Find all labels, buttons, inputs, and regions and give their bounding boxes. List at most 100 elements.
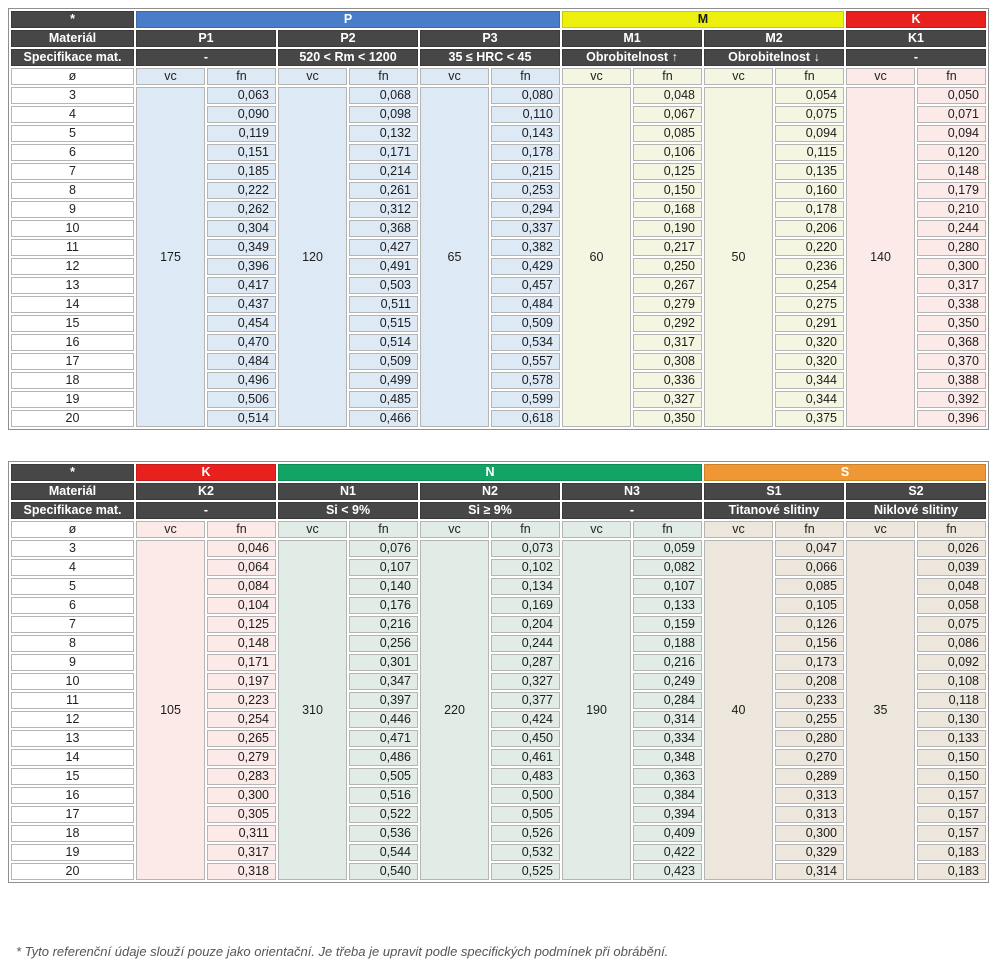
fn-value-cell: 0,265 (207, 730, 276, 747)
fn-value-cell: 0,496 (207, 372, 276, 389)
fn-value-cell: 0,314 (775, 863, 844, 880)
fn-value-cell: 0,446 (349, 711, 418, 728)
fn-value-cell: 0,349 (207, 239, 276, 256)
fn-value-cell: 0,318 (207, 863, 276, 880)
vcfn-header-row: ø vc fn vc fn vc fn vc fn vc fn vc fn (11, 68, 986, 85)
data-row: 20 0,318 0,540 0,525 0,423 0,314 0,183 (11, 863, 986, 880)
data-row: 5 0,084 0,140 0,134 0,107 0,085 0,048 (11, 578, 986, 595)
fn-header-cell: fn (491, 68, 560, 85)
fn-value-cell: 0,039 (917, 559, 986, 576)
fn-value-cell: 0,294 (491, 201, 560, 218)
data-row: 12 0,254 0,446 0,424 0,314 0,255 0,130 (11, 711, 986, 728)
vc-value-cell: 175 (136, 87, 205, 427)
data-row: 17 0,305 0,522 0,505 0,394 0,313 0,157 (11, 806, 986, 823)
fn-value-cell: 0,143 (491, 125, 560, 142)
fn-value-cell: 0,394 (633, 806, 702, 823)
fn-value-cell: 0,254 (775, 277, 844, 294)
fn-value-cell: 0,120 (917, 144, 986, 161)
data-row: 15 0,454 0,515 0,509 0,292 0,291 0,350 (11, 315, 986, 332)
fn-value-cell: 0,384 (633, 787, 702, 804)
fn-value-cell: 0,437 (207, 296, 276, 313)
fn-value-cell: 0,150 (633, 182, 702, 199)
fn-value-cell: 0,216 (349, 616, 418, 633)
fn-value-cell: 0,119 (207, 125, 276, 142)
fn-value-cell: 0,140 (349, 578, 418, 595)
fn-value-cell: 0,515 (349, 315, 418, 332)
fn-value-cell: 0,098 (349, 106, 418, 123)
fn-value-cell: 0,171 (207, 654, 276, 671)
fn-header-cell: fn (917, 68, 986, 85)
data-row: 8 0,222 0,261 0,253 0,150 0,160 0,179 (11, 182, 986, 199)
diameter-cell: 10 (11, 220, 134, 237)
fn-value-cell: 0,220 (775, 239, 844, 256)
fn-value-cell: 0,125 (207, 616, 276, 633)
fn-value-cell: 0,320 (775, 334, 844, 351)
spec-cell: Titanové slitiny (704, 502, 844, 519)
fn-value-cell: 0,082 (633, 559, 702, 576)
spec-row: Specifikace mat. - Si < 9% Si ≥ 9% - Titanové… (11, 502, 986, 519)
material-row-label: Materiál (11, 30, 134, 47)
material-cell: S2 (846, 483, 986, 500)
fn-value-cell: 0,540 (349, 863, 418, 880)
fn-value-cell: 0,094 (917, 125, 986, 142)
fn-value-cell: 0,305 (207, 806, 276, 823)
data-row: 14 0,437 0,511 0,484 0,279 0,275 0,338 (11, 296, 986, 313)
fn-value-cell: 0,618 (491, 410, 560, 427)
fn-value-cell: 0,110 (491, 106, 560, 123)
fn-value-cell: 0,107 (349, 559, 418, 576)
data-row: 6 0,104 0,176 0,169 0,133 0,105 0,058 (11, 597, 986, 614)
fn-value-cell: 0,104 (207, 597, 276, 614)
vc-header-cell: vc (562, 68, 631, 85)
material-cell: K1 (846, 30, 986, 47)
data-row: 4 0,064 0,107 0,102 0,082 0,066 0,039 (11, 559, 986, 576)
machining-table-bottom: * K N S Materiál K2 N1 N2 N3 S1 S2 Specifikace mat.… (8, 461, 989, 883)
diameter-cell: 13 (11, 730, 134, 747)
fn-value-cell: 0,317 (207, 844, 276, 861)
fn-value-cell: 0,046 (207, 540, 276, 557)
fn-value-cell: 0,071 (917, 106, 986, 123)
fn-value-cell: 0,417 (207, 277, 276, 294)
fn-value-cell: 0,368 (349, 220, 418, 237)
data-row: 9 0,171 0,301 0,287 0,216 0,173 0,092 (11, 654, 986, 671)
diameter-symbol-cell: ø (11, 521, 134, 538)
spec-cell: Si < 9% (278, 502, 418, 519)
fn-value-cell: 0,280 (917, 239, 986, 256)
fn-value-cell: 0,250 (633, 258, 702, 275)
data-row: 14 0,279 0,486 0,461 0,348 0,270 0,150 (11, 749, 986, 766)
fn-value-cell: 0,223 (207, 692, 276, 709)
vc-value-cell: 35 (846, 540, 915, 880)
data-row: 13 0,417 0,503 0,457 0,267 0,254 0,317 (11, 277, 986, 294)
fn-value-cell: 0,470 (207, 334, 276, 351)
material-cell: N3 (562, 483, 702, 500)
group-header-cell: P (136, 11, 560, 28)
fn-value-cell: 0,327 (491, 673, 560, 690)
fn-value-cell: 0,275 (775, 296, 844, 313)
vc-value-cell: 220 (420, 540, 489, 880)
fn-value-cell: 0,300 (775, 825, 844, 842)
material-cell: K2 (136, 483, 276, 500)
data-row: 4 0,090 0,098 0,110 0,067 0,075 0,071 (11, 106, 986, 123)
fn-value-cell: 0,525 (491, 863, 560, 880)
fn-value-cell: 0,375 (775, 410, 844, 427)
vc-header-cell: vc (278, 521, 347, 538)
group-header-cell: N (278, 464, 702, 481)
fn-value-cell: 0,159 (633, 616, 702, 633)
data-row: 10 0,197 0,347 0,327 0,249 0,208 0,108 (11, 673, 986, 690)
diameter-cell: 16 (11, 334, 134, 351)
fn-value-cell: 0,329 (775, 844, 844, 861)
fn-value-cell: 0,347 (349, 673, 418, 690)
data-row: 3 105 0,046 310 0,076 220 0,073 190 0,059 40 0,047… (11, 540, 986, 880)
fn-value-cell: 0,048 (633, 87, 702, 104)
diameter-cell: 14 (11, 296, 134, 313)
fn-value-cell: 0,486 (349, 749, 418, 766)
fn-value-cell: 0,382 (491, 239, 560, 256)
spec-row-label: Specifikace mat. (11, 502, 134, 519)
fn-value-cell: 0,063 (207, 87, 276, 104)
data-row: 18 0,496 0,499 0,578 0,336 0,344 0,388 (11, 372, 986, 389)
fn-value-cell: 0,178 (491, 144, 560, 161)
fn-value-cell: 0,132 (349, 125, 418, 142)
fn-value-cell: 0,388 (917, 372, 986, 389)
fn-value-cell: 0,350 (917, 315, 986, 332)
diameter-cell: 16 (11, 787, 134, 804)
fn-value-cell: 0,350 (633, 410, 702, 427)
